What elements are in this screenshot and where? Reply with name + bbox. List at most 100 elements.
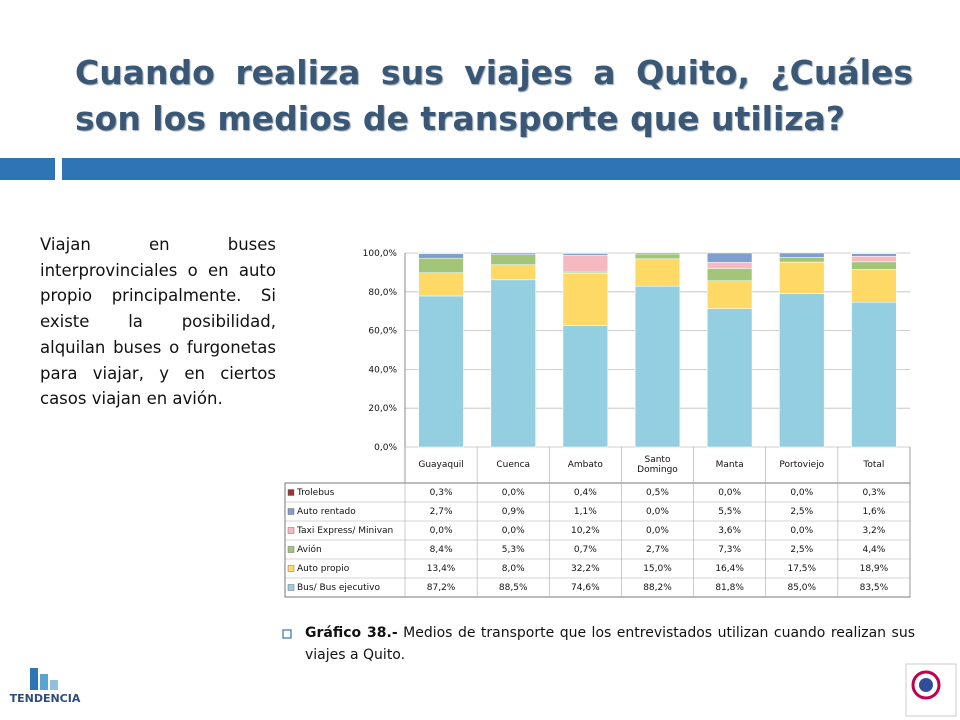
bar-segment [851, 301, 897, 448]
data-label: 0,0% [718, 487, 742, 498]
data-label: 74,6% [571, 582, 600, 593]
data-label: 2,7% [429, 506, 453, 517]
data-label: 0,0% [429, 525, 453, 536]
data-label: 2,7% [646, 544, 669, 555]
legend-label: Avión [297, 544, 322, 555]
data-label: 32,2% [571, 563, 600, 574]
data-label: 8,0% [501, 563, 525, 574]
legend-swatch [287, 508, 295, 515]
bar-segment [707, 262, 753, 269]
data-label: 5,3% [501, 544, 525, 555]
caption-text: Medios de transporte que los entrevistad… [305, 625, 915, 663]
data-label: 0,0% [646, 506, 669, 517]
bar-segment [562, 272, 608, 326]
bar-segment [851, 253, 897, 257]
bar-segment [418, 272, 464, 297]
data-label: 87,2% [426, 582, 456, 593]
x-tick-label: Total [863, 460, 885, 470]
data-label: 5,5% [718, 506, 742, 517]
bar-segment [634, 285, 681, 448]
data-label: 0,0% [501, 487, 525, 498]
data-label: 3,6% [718, 525, 742, 536]
bar-segment [779, 252, 825, 258]
data-label: 85,0% [787, 582, 817, 593]
y-tick-label: 60,0% [368, 327, 397, 337]
data-label: 16,4% [715, 563, 744, 574]
data-label: 81,8% [715, 582, 744, 593]
data-label: 1,6% [862, 506, 886, 517]
data-label: 88,2% [643, 582, 672, 593]
data-label: 83,5% [859, 582, 889, 593]
bar-segment [707, 252, 753, 263]
logo-text: TENDENCIA [10, 692, 81, 705]
data-label: 17,5% [787, 563, 817, 574]
x-tick-label: Ambato [567, 460, 603, 470]
data-label: 18,9% [859, 563, 889, 574]
data-label: 0,9% [501, 506, 525, 517]
bar-segment [490, 252, 536, 255]
data-label: 2,5% [790, 506, 814, 517]
bar-segment [418, 257, 464, 273]
legend-label: Auto rentado [297, 506, 356, 517]
bar-segment [707, 268, 753, 282]
legend-swatch [287, 584, 295, 591]
logo-left: TENDENCIA [10, 668, 81, 705]
data-label: 1,1% [573, 506, 597, 517]
y-tick-label: 100,0% [363, 249, 398, 259]
bar-segment [562, 252, 608, 254]
bar-segment [562, 255, 608, 273]
bar-segment [634, 252, 681, 255]
bullet [282, 629, 292, 639]
data-label: 88,5% [498, 582, 528, 593]
body-text: Viajan en buses interprovinciales o en a… [40, 235, 276, 409]
bar-segment [779, 261, 825, 294]
data-label: 0,0% [790, 525, 814, 536]
bar-segment [707, 308, 753, 448]
bar-segment [418, 253, 464, 259]
x-tick-label: Portoviejo [779, 460, 825, 470]
bar-segment [490, 279, 536, 448]
bar-segment [418, 252, 464, 254]
data-label: 8,4% [429, 544, 453, 555]
legend-label: Auto propio [297, 563, 350, 574]
data-label: 0,3% [429, 487, 453, 498]
bar-segment [851, 256, 897, 263]
bar-segment [851, 269, 897, 303]
bar-segment [562, 325, 608, 448]
data-label: 0,4% [573, 487, 597, 498]
data-label: 0,0% [790, 487, 814, 498]
legend-swatch [287, 527, 295, 534]
x-tick-label: Manta [715, 460, 744, 470]
header-square [0, 158, 55, 180]
caption-label: Gráfico 38.- [305, 625, 398, 641]
y-tick-label: 20,0% [368, 404, 397, 414]
x-tick-label: Cuenca [496, 460, 531, 470]
bar-segment [779, 257, 825, 263]
data-label: 0,7% [573, 544, 597, 555]
data-label: 0,5% [646, 487, 669, 498]
legend-label: Bus/ Bus ejecutivo [297, 582, 380, 593]
data-label: 0,0% [501, 525, 525, 536]
bar-segment [562, 253, 608, 256]
bar-segment [851, 252, 897, 254]
legend-swatch [287, 489, 295, 496]
data-label: 0,3% [862, 487, 886, 498]
data-label: 3,2% [862, 525, 886, 536]
y-tick-label: 80,0% [368, 288, 397, 298]
data-label: 7,3% [718, 544, 742, 555]
legend-swatch [287, 565, 295, 572]
slide-title: Cuando realiza sus viajes a Quito, ¿Cuál… [75, 53, 913, 138]
y-tick-label: 0,0% [374, 443, 397, 453]
caption: Gráfico 38.- Medios de transporte que lo… [305, 622, 915, 666]
bar-segment [490, 264, 536, 281]
data-label: 13,4% [426, 563, 456, 574]
x-tick-label: Santo Domingo [637, 455, 678, 475]
bar-segment [851, 261, 897, 270]
data-label: 15,0% [643, 563, 672, 574]
bar-segment [490, 254, 536, 265]
bar-segment [779, 293, 825, 448]
x-tick-label: Guayaquil [418, 460, 464, 470]
legend-label: Taxi Express/ Minivan [297, 525, 394, 536]
legend-label: Trolebus [297, 487, 335, 498]
